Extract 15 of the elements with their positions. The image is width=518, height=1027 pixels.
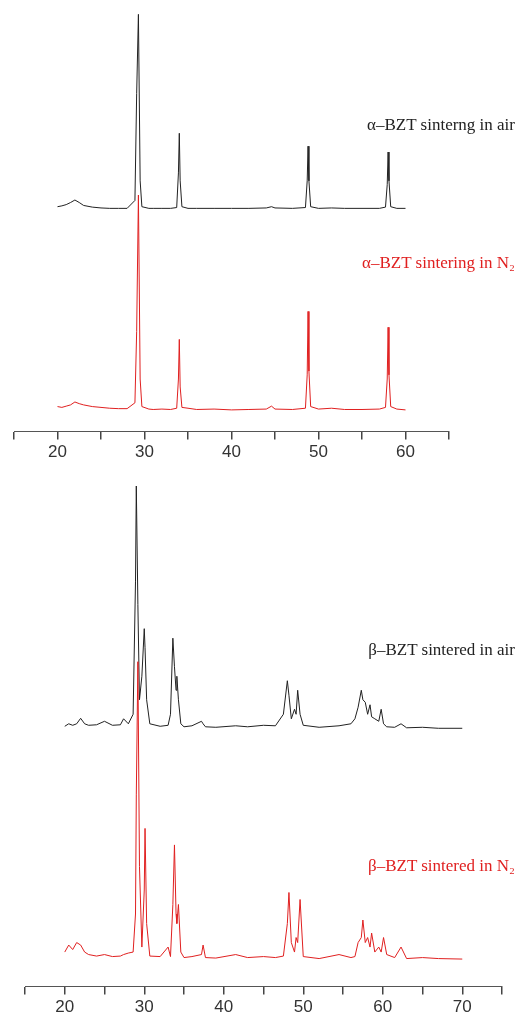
- x-tick-label: 50: [293, 997, 313, 1017]
- x-tick-label: 50: [309, 442, 328, 462]
- text: β–BZT sintered in N₂: [368, 855, 515, 875]
- text: α–BZT sintering in N₂: [362, 253, 515, 273]
- x-tick-label: 70: [452, 997, 472, 1017]
- x-tick-label: 20: [48, 442, 67, 462]
- x-tick-label: 30: [135, 442, 154, 462]
- x-tick-label: 20: [55, 997, 75, 1017]
- x-tick-label: 30: [134, 997, 154, 1017]
- x-tick-label: 60: [396, 442, 415, 462]
- x-tick-label: 40: [222, 442, 241, 462]
- x-tick-label: 40: [214, 997, 234, 1017]
- x-tick-label: 60: [373, 997, 393, 1017]
- series-label: α–BZT sinterng in air: [367, 114, 516, 134]
- series-label: β–BZT sintered in air: [368, 639, 516, 659]
